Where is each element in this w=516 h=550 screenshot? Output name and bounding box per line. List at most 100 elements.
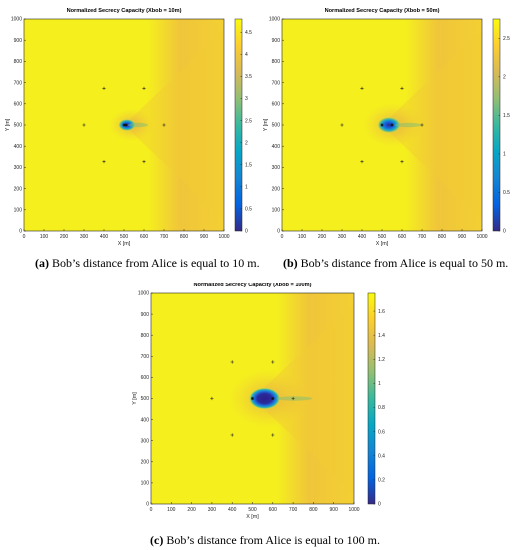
- x-tick-label: 300: [338, 234, 347, 240]
- x-tick-label: 200: [187, 507, 196, 513]
- y-tick-label: 900: [14, 38, 23, 44]
- colorbar-tick-label: 1: [245, 185, 248, 191]
- colorbar-tick-label: 2: [503, 75, 506, 81]
- colorbar-tick-label: 0.5: [245, 207, 252, 213]
- colorbar-tick-label: 2.5: [503, 36, 510, 42]
- colorbar-tick-label: 0.6: [378, 429, 385, 435]
- x-tick-label: 0: [150, 507, 153, 513]
- x-tick-label: 900: [458, 234, 467, 240]
- eve-marker-5: [271, 433, 275, 437]
- colorbar-tick-label: 0: [245, 229, 248, 235]
- colorbar: [367, 292, 376, 505]
- chart-panel-a: Normalized Secrecy Capacity (Xbob = 10m)…: [5, 8, 252, 247]
- eve-marker-2: [102, 86, 106, 90]
- x-tick-label: 500: [248, 507, 257, 513]
- colorbar-tick-label: 1.4: [378, 333, 385, 339]
- alice-marker: [122, 123, 126, 127]
- y-tick-label: 100: [272, 208, 281, 214]
- x-tick-label: 300: [208, 507, 217, 513]
- y-tick-label: 100: [141, 481, 150, 487]
- y-tick-label: 500: [272, 123, 281, 129]
- colorbar: [492, 18, 501, 232]
- colorbar-tick-label: 0: [503, 229, 506, 235]
- chart-panel-c: Normalized Secrecy Capacity (Xbob = 100m…: [132, 283, 385, 520]
- x-tick-label: 100: [167, 507, 176, 513]
- eve-marker-1: [340, 123, 344, 127]
- x-tick-label: 200: [318, 234, 327, 240]
- y-tick-label: 0: [146, 502, 149, 508]
- x-tick-label: 100: [298, 234, 307, 240]
- x-tick-label: 800: [180, 234, 189, 240]
- colorbar-tick-label: 3: [245, 96, 248, 102]
- chart-title: Normalized Secrecy Capacity (Xbob = 10m): [67, 8, 182, 14]
- x-tick-label: 400: [358, 234, 367, 240]
- chart-title: Normalized Secrecy Capacity (Xbob = 100m…: [194, 283, 312, 288]
- colorbar-tick-label: 2: [245, 140, 248, 146]
- caption-c: (c) Bob’s distance from Alice is equal t…: [150, 533, 380, 547]
- x-axis-label: X [m]: [246, 514, 259, 520]
- x-tick-label: 600: [398, 234, 407, 240]
- y-tick-label: 300: [141, 438, 150, 444]
- x-tick-label: 500: [120, 234, 129, 240]
- colorbar-tick-label: 1.5: [503, 113, 510, 119]
- heatmap-shadow-region: [124, 29, 224, 221]
- y-tick-label: 300: [272, 165, 281, 171]
- y-tick-label: 0: [19, 229, 22, 235]
- y-tick-label: 800: [14, 59, 23, 65]
- x-tick-label: 600: [140, 234, 149, 240]
- y-tick-label: 800: [141, 333, 150, 339]
- colorbar-tick-label: 1.2: [378, 357, 385, 363]
- chart-panel-b: Normalized Secrecy Capacity (Xbob = 50m)…: [263, 8, 510, 247]
- y-tick-label: 1000: [138, 291, 149, 297]
- y-tick-label: 700: [272, 80, 281, 86]
- colorbar: [234, 18, 243, 232]
- x-tick-label: 700: [289, 507, 298, 513]
- y-tick-label: 200: [14, 186, 23, 192]
- caption-b: (b) Bob’s distance from Alice is equal t…: [283, 256, 509, 270]
- y-tick-label: 1000: [11, 17, 22, 23]
- x-tick-label: 400: [100, 234, 109, 240]
- bob-marker: [390, 123, 394, 127]
- y-axis-label: Y [m]: [132, 392, 138, 405]
- y-tick-label: 100: [14, 208, 23, 214]
- y-tick-label: 700: [14, 80, 23, 86]
- eve-marker-1: [210, 396, 214, 401]
- x-tick-label: 700: [160, 234, 169, 240]
- colorbar-tick-label: 0.8: [378, 405, 385, 411]
- colorbar-tick-label: 0.5: [503, 190, 510, 196]
- x-tick-label: 500: [378, 234, 387, 240]
- y-tick-label: 700: [141, 354, 150, 360]
- x-axis-label: X [m]: [376, 241, 389, 247]
- y-tick-label: 600: [14, 102, 23, 108]
- eve-marker-2: [230, 360, 234, 364]
- colorbar-tick-label: 1.5: [245, 162, 252, 168]
- y-tick-label: 400: [14, 144, 23, 150]
- x-tick-label: 1000: [476, 234, 487, 240]
- bob-marker: [124, 123, 128, 127]
- y-tick-label: 300: [14, 165, 23, 171]
- y-tick-label: 0: [277, 229, 280, 235]
- colorbar-tick-label: 2.5: [245, 118, 252, 124]
- x-tick-label: 800: [309, 507, 318, 513]
- colorbar-tick-label: 3.5: [245, 74, 252, 80]
- eve-marker-4: [420, 123, 424, 127]
- y-tick-label: 500: [141, 396, 150, 402]
- colorbar-tick-label: 0.4: [378, 453, 385, 459]
- eve-marker-4: [162, 123, 166, 127]
- caption-a: (a) Bob’s distance from Alice is equal t…: [35, 256, 260, 270]
- x-tick-label: 100: [40, 234, 49, 240]
- eve-marker-3: [142, 86, 146, 90]
- x-tick-label: 0: [281, 234, 284, 240]
- x-tick-label: 900: [200, 234, 209, 240]
- y-axis-label: Y [m]: [5, 118, 11, 131]
- y-tick-label: 900: [272, 38, 281, 44]
- y-tick-label: 200: [141, 460, 150, 466]
- colorbar-tick-label: 0.2: [378, 478, 385, 484]
- colorbar-tick-label: 1: [378, 381, 381, 387]
- eve-marker-6: [230, 433, 234, 437]
- y-tick-label: 800: [272, 59, 281, 65]
- eve-marker-6: [102, 160, 106, 164]
- x-tick-label: 400: [228, 507, 237, 513]
- heatmap-shadow-region: [382, 29, 482, 221]
- colorbar-tick-label: 1.6: [378, 309, 385, 315]
